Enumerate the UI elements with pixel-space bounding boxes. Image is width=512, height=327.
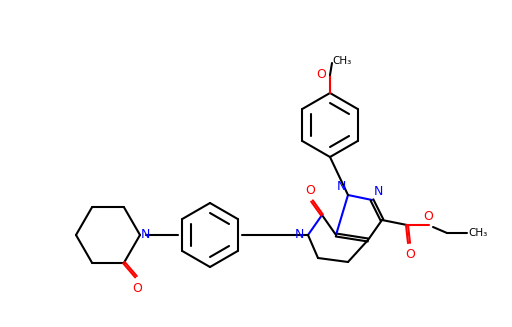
Text: O: O: [132, 282, 142, 295]
Text: O: O: [423, 210, 433, 223]
Text: N: N: [374, 185, 383, 198]
Text: O: O: [305, 184, 315, 197]
Text: O: O: [316, 68, 326, 81]
Text: N: N: [336, 180, 346, 193]
Text: N: N: [294, 229, 304, 242]
Text: CH₃: CH₃: [332, 56, 351, 66]
Text: O: O: [405, 248, 415, 261]
Text: CH₃: CH₃: [468, 228, 487, 238]
Text: N: N: [141, 229, 151, 242]
